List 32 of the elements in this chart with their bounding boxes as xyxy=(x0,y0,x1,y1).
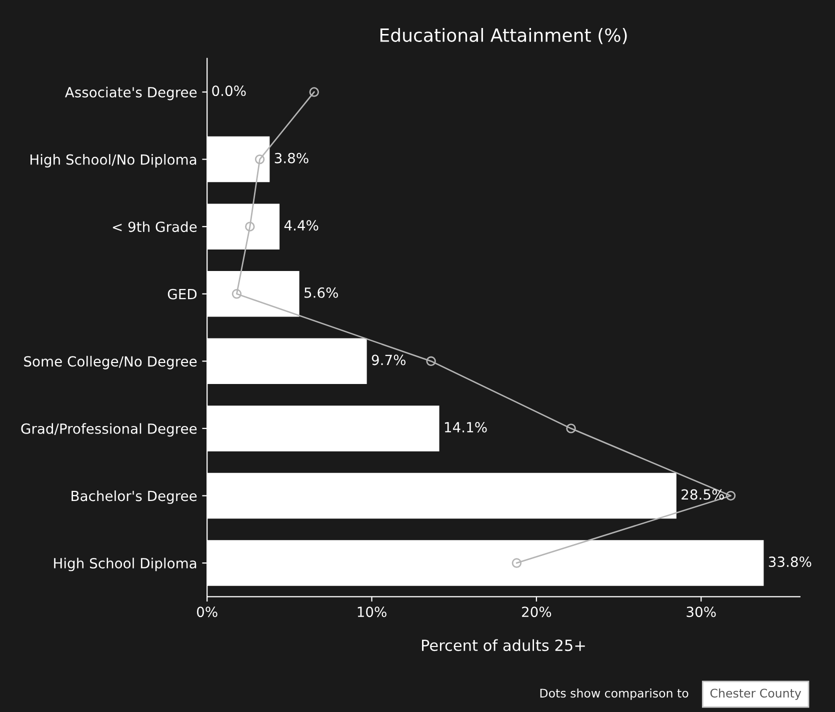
x-tick-label: 0% xyxy=(196,606,218,618)
point xyxy=(512,558,522,568)
data-label: 4.4% xyxy=(284,220,318,231)
point xyxy=(232,289,242,299)
y-tick-label: Associate's Degree xyxy=(64,86,197,100)
x-tick-label: 10% xyxy=(358,606,386,618)
point xyxy=(726,490,736,501)
point xyxy=(426,356,436,366)
y-tick-label: Bachelor's Degree xyxy=(72,490,197,504)
y-tick-label: High School/No Diploma xyxy=(30,154,196,168)
data-label: 5.6% xyxy=(304,287,338,298)
data-label: 33.8% xyxy=(768,556,812,568)
point xyxy=(254,154,265,164)
text: Chester County xyxy=(710,688,802,700)
chart-title: Educational Attainment (%) xyxy=(380,28,627,44)
y-tick-label: GED xyxy=(168,288,197,300)
x-axis-title: Percent of adults 25+ xyxy=(422,639,585,652)
point xyxy=(245,222,255,232)
y-tick-label: Some College/No Degree xyxy=(24,356,197,370)
y-tick-label: Grad/Professional Degree xyxy=(21,423,197,437)
data-label: 9.7% xyxy=(372,354,406,366)
x-tick-label: 30% xyxy=(686,606,716,618)
data-label: 28.5% xyxy=(682,489,724,500)
y-tick-label: High School Diploma xyxy=(54,558,196,572)
data-label: 14.1% xyxy=(444,422,487,432)
data-label: 3.8% xyxy=(274,152,308,164)
point xyxy=(309,87,319,97)
text: Dots show comparison to xyxy=(540,688,688,700)
x-tick-label: 20% xyxy=(522,606,552,618)
data-label: 0.0% xyxy=(212,86,246,96)
point xyxy=(566,424,576,434)
y-tick-label: < 9th Grade xyxy=(112,221,197,232)
